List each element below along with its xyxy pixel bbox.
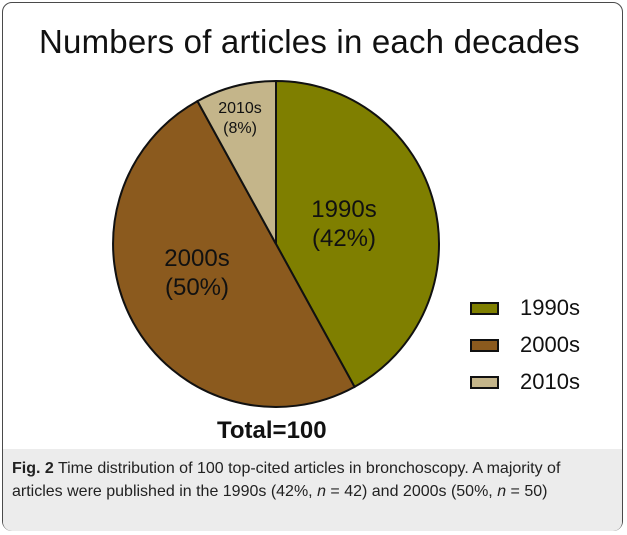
legend-label-2010s: 2010s bbox=[520, 369, 580, 394]
legend-label-1990s: 1990s bbox=[520, 295, 580, 320]
caption-text-2: = 42) and 2000s (50%, bbox=[325, 483, 498, 500]
chart-title: Numbers of articles in each decades bbox=[39, 23, 580, 60]
legend-swatch-2010s bbox=[470, 376, 499, 389]
pie-slices bbox=[112, 79, 440, 408]
slice-label-1990s-name: 1990s bbox=[311, 196, 377, 223]
total-label: Total=100 bbox=[217, 417, 327, 444]
caption-n-2: n bbox=[497, 483, 507, 500]
legend-swatch-2000s bbox=[470, 339, 499, 352]
slice-label-2010s: 2010s (8%) bbox=[210, 99, 270, 138]
legend-label-2000s: 2000s bbox=[520, 332, 580, 357]
slice-label-1990s: 1990s (42%) bbox=[299, 195, 389, 254]
slice-label-2010s-percent: (8%) bbox=[223, 119, 257, 137]
pie-slice-1990s bbox=[275, 79, 440, 389]
figure-panel: Numbers of articles in each decades 1990… bbox=[2, 2, 623, 531]
pie-slice-2000s bbox=[112, 99, 356, 408]
slice-label-1990s-percent: (42%) bbox=[311, 225, 377, 253]
pie-slice-2010s bbox=[196, 79, 277, 245]
pie-chart bbox=[112, 79, 440, 408]
caption-text-3: = 50) bbox=[506, 483, 548, 500]
slice-label-2000s: 2000s (50%) bbox=[147, 244, 247, 303]
caption-text-1: Time distribution of 100 top-cited artic… bbox=[12, 460, 561, 500]
caption-n-1: n bbox=[317, 483, 326, 500]
caption-figure-number: Fig. 2 bbox=[12, 460, 54, 477]
figure-caption: Fig. 2 Time distribution of 100 top-cite… bbox=[3, 449, 622, 531]
slice-label-2000s-percent: (50%) bbox=[164, 274, 230, 302]
slice-label-2010s-name: 2010s bbox=[218, 100, 262, 117]
slice-label-2000s-name: 2000s bbox=[164, 245, 230, 272]
legend-swatch-1990s bbox=[470, 302, 499, 315]
